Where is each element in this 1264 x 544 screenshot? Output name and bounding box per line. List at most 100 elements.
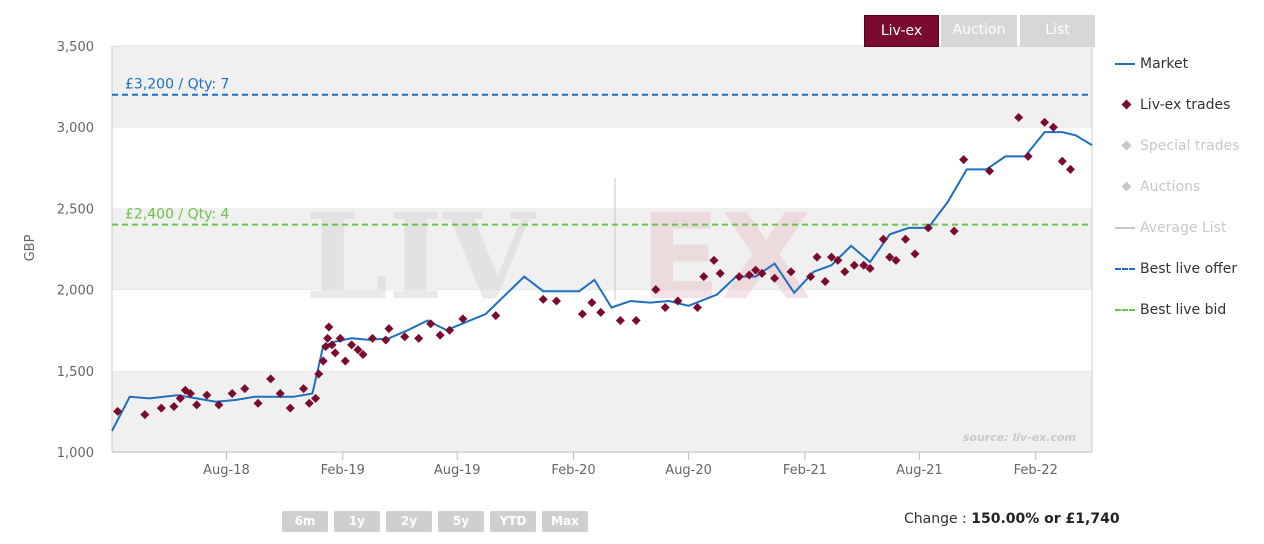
trade-point[interactable]	[327, 340, 337, 350]
trade-point[interactable]	[214, 400, 224, 410]
legend-item-best-live-offer[interactable]: Best live offer	[1115, 259, 1237, 279]
trade-point[interactable]	[299, 384, 309, 394]
trade-point[interactable]	[340, 356, 350, 366]
trade-point[interactable]	[314, 369, 324, 379]
trade-point[interactable]	[384, 324, 394, 334]
trade-point[interactable]	[692, 302, 702, 312]
trade-point[interactable]	[185, 389, 195, 399]
trade-point[interactable]	[175, 393, 185, 403]
trade-point[interactable]	[275, 389, 285, 399]
trade-point[interactable]	[985, 166, 995, 176]
trade-point[interactable]	[751, 265, 761, 275]
legend-item-special-trades[interactable]: Special trades	[1115, 136, 1240, 156]
trade-point[interactable]	[820, 276, 830, 286]
trade-point[interactable]	[715, 268, 725, 278]
trade-point[interactable]	[192, 400, 202, 410]
trade-point[interactable]	[414, 333, 424, 343]
trade-point[interactable]	[330, 348, 340, 358]
trade-point[interactable]	[324, 322, 334, 332]
trade-point[interactable]	[253, 398, 263, 408]
trade-point[interactable]	[321, 341, 331, 351]
trade-point[interactable]	[358, 350, 368, 360]
trade-point[interactable]	[859, 260, 869, 270]
trade-point[interactable]	[318, 356, 328, 366]
trade-point[interactable]	[1048, 122, 1058, 132]
trade-point[interactable]	[304, 398, 314, 408]
trade-point[interactable]	[849, 260, 859, 270]
trade-point[interactable]	[699, 272, 709, 282]
trade-point[interactable]	[833, 255, 843, 265]
trade-point[interactable]	[949, 226, 959, 236]
trade-point[interactable]	[910, 249, 920, 259]
trade-point[interactable]	[240, 384, 250, 394]
trade-point[interactable]	[1023, 151, 1033, 161]
trade-point[interactable]	[757, 268, 767, 278]
trade-point[interactable]	[551, 296, 561, 306]
trade-point[interactable]	[709, 255, 719, 265]
trade-point[interactable]	[445, 325, 455, 335]
trade-point[interactable]	[651, 285, 661, 295]
trade-point[interactable]	[1040, 117, 1050, 127]
trade-point[interactable]	[734, 272, 744, 282]
trade-point[interactable]	[538, 294, 548, 304]
trade-point[interactable]	[458, 314, 468, 324]
trade-point[interactable]	[878, 234, 888, 244]
trade-point[interactable]	[923, 223, 933, 233]
trade-point[interactable]	[202, 390, 212, 400]
trade-point[interactable]	[353, 345, 363, 355]
trade-point[interactable]	[891, 255, 901, 265]
legend-item-auctions[interactable]: Auctions	[1115, 177, 1200, 197]
trade-point[interactable]	[367, 333, 377, 343]
range-button-max[interactable]: Max	[542, 511, 588, 532]
trade-point[interactable]	[673, 296, 683, 306]
trade-point[interactable]	[1057, 156, 1067, 166]
trade-point[interactable]	[285, 403, 295, 413]
trade-point[interactable]	[806, 272, 816, 282]
trade-point[interactable]	[577, 309, 587, 319]
trade-point[interactable]	[660, 302, 670, 312]
tab-list[interactable]: List	[1020, 15, 1095, 47]
trade-point[interactable]	[400, 332, 410, 342]
legend-item-average-list[interactable]: Average List	[1115, 218, 1226, 238]
trade-point[interactable]	[169, 402, 179, 412]
trade-point[interactable]	[381, 335, 391, 345]
range-button-1y[interactable]: 1y	[334, 511, 380, 532]
legend-item-liv-ex-trades[interactable]: Liv-ex trades	[1115, 95, 1230, 115]
trade-point[interactable]	[335, 333, 345, 343]
trade-point[interactable]	[227, 389, 237, 399]
trade-point[interactable]	[770, 273, 780, 283]
range-button-5y[interactable]: 5y	[438, 511, 484, 532]
trade-point[interactable]	[1014, 112, 1024, 122]
trade-point[interactable]	[1066, 164, 1076, 174]
trade-point[interactable]	[865, 263, 875, 273]
legend-item-best-live-bid[interactable]: Best live bid	[1115, 300, 1226, 320]
trade-point[interactable]	[156, 403, 166, 413]
trade-point[interactable]	[323, 333, 333, 343]
trade-point[interactable]	[266, 374, 276, 384]
trade-point[interactable]	[347, 340, 357, 350]
trade-point[interactable]	[959, 155, 969, 165]
range-button-ytd[interactable]: YTD	[490, 511, 536, 532]
trade-point[interactable]	[435, 330, 445, 340]
tab-auction[interactable]: Auction	[941, 15, 1017, 47]
range-button-2y[interactable]: 2y	[386, 511, 432, 532]
trade-point[interactable]	[587, 298, 597, 308]
trade-point[interactable]	[885, 252, 895, 262]
trade-point[interactable]	[900, 234, 910, 244]
trade-point[interactable]	[140, 410, 150, 420]
trade-point[interactable]	[631, 315, 641, 325]
trade-point[interactable]	[426, 319, 436, 329]
range-button-6m[interactable]: 6m	[282, 511, 328, 532]
trade-point[interactable]	[840, 267, 850, 277]
legend-item-market[interactable]: Market	[1115, 54, 1188, 74]
trade-point[interactable]	[812, 252, 822, 262]
trade-point[interactable]	[596, 307, 606, 317]
trade-point[interactable]	[786, 267, 796, 277]
tab-liv-ex[interactable]: Liv-ex	[864, 15, 939, 47]
trade-point[interactable]	[113, 406, 123, 416]
trade-point[interactable]	[491, 311, 501, 321]
trade-point[interactable]	[744, 270, 754, 280]
trade-point[interactable]	[827, 252, 837, 262]
trade-point[interactable]	[615, 315, 625, 325]
trade-point[interactable]	[311, 393, 321, 403]
